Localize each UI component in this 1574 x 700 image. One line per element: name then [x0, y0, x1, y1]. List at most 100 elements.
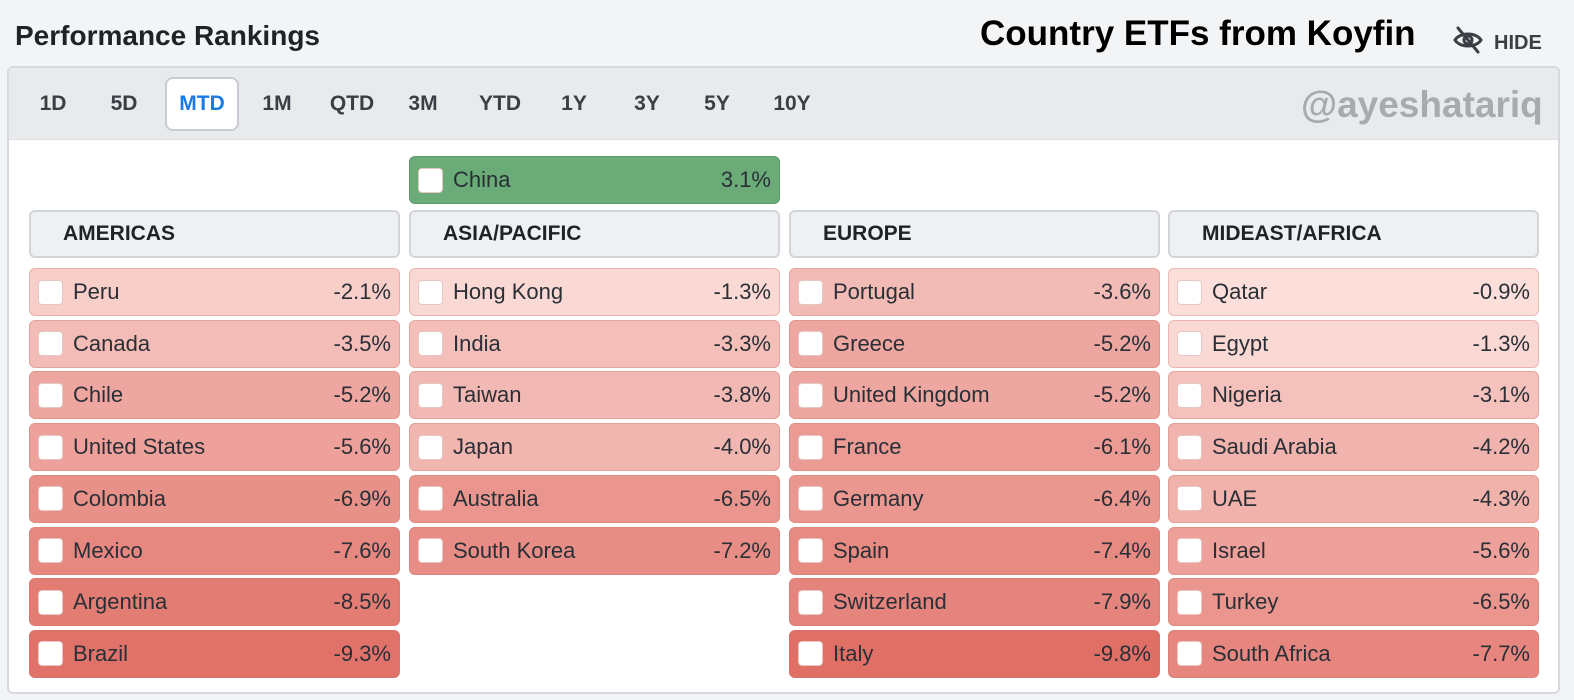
country-name: Italy [833, 640, 874, 666]
tab-5y[interactable]: 5Y [704, 92, 730, 115]
country-row[interactable]: Qatar -0.9% [1168, 268, 1539, 316]
country-row[interactable]: Chile -5.2% [29, 371, 400, 420]
hide-button[interactable]: HIDE [1452, 24, 1542, 62]
country-row[interactable]: Hong Kong -1.3% [409, 268, 780, 316]
country-row[interactable]: Canada -3.5% [29, 319, 400, 368]
country-name: Israel [1212, 537, 1266, 563]
country-row[interactable]: Colombia -6.9% [29, 474, 400, 523]
country-name: Turkey [1212, 589, 1279, 615]
rankings-panel: 1D 5D MTD 1M QTD 3M YTD 1Y 3Y 5Y 10Y @ayeshatariq … [7, 66, 1560, 694]
row-checkbox[interactable] [1177, 538, 1202, 563]
row-checkbox[interactable] [38, 641, 63, 667]
country-row[interactable]: Saudi Arabia -4.2% [1168, 423, 1539, 472]
row-checkbox[interactable] [798, 538, 823, 563]
tab-qtd[interactable]: QTD [329, 92, 375, 115]
country-name: Switzerland [833, 589, 947, 615]
country-name: Colombia [73, 485, 166, 511]
row-checkbox[interactable] [418, 486, 443, 512]
row-checkbox[interactable] [1177, 589, 1202, 615]
row-checkbox[interactable] [1177, 641, 1202, 667]
row-checkbox[interactable] [798, 486, 823, 512]
row-checkbox[interactable] [38, 589, 63, 615]
country-row[interactable]: Taiwan -3.8% [409, 371, 780, 420]
row-checkbox[interactable] [418, 279, 443, 305]
country-row[interactable]: Brazil -9.3% [29, 629, 400, 678]
region-header: ASIA/PACIFIC [409, 210, 780, 258]
row-checkbox[interactable] [798, 434, 823, 460]
row-checkbox[interactable] [38, 538, 63, 563]
row-checkbox[interactable] [1177, 434, 1202, 460]
row-checkbox[interactable] [798, 589, 823, 615]
return-value: -8.5% [333, 589, 391, 615]
country-row[interactable]: South Africa -7.7% [1168, 629, 1539, 678]
row-checkbox[interactable] [38, 279, 63, 305]
tab-10y[interactable]: 10Y [773, 92, 811, 115]
row-checkbox[interactable] [1177, 279, 1202, 305]
row-checkbox[interactable] [418, 538, 443, 563]
tab-3m[interactable]: 3M [408, 92, 438, 115]
country-name: South Korea [453, 537, 576, 563]
tab-ytd[interactable]: YTD [479, 92, 521, 115]
row-checkbox[interactable] [1177, 331, 1202, 357]
country-name: Brazil [73, 640, 129, 666]
country-row[interactable]: Nigeria -3.1% [1168, 371, 1539, 420]
tab-5d[interactable]: 5D [110, 92, 138, 115]
country-row[interactable]: Peru -2.1% [29, 268, 400, 316]
row-checkbox[interactable] [38, 382, 63, 408]
region-header: AMERICAS [29, 210, 400, 258]
country-row[interactable]: United Kingdom -5.2% [789, 371, 1160, 420]
return-value: -1.3% [713, 279, 771, 304]
country-row[interactable]: Mexico -7.6% [29, 526, 400, 575]
country-row[interactable]: United States -5.6% [29, 423, 400, 472]
country-row[interactable]: UAE -4.3% [1168, 474, 1539, 523]
country-row[interactable]: Australia -6.5% [409, 474, 780, 523]
return-value: -9.8% [1093, 640, 1151, 666]
tab-1m[interactable]: 1M [262, 92, 292, 115]
country-row[interactable]: South Korea -7.2% [409, 526, 780, 575]
country-row[interactable]: India -3.3% [409, 319, 780, 368]
region-header: EUROPE [789, 210, 1160, 258]
period-tabbar: 1D 5D MTD 1M QTD 3M YTD 1Y 3Y 5Y 10Y @ayeshatariq [9, 68, 1558, 140]
country-name: Taiwan [453, 382, 522, 408]
country-row[interactable]: Egypt -1.3% [1168, 319, 1539, 368]
overlay-caption: Country ETFs from Koyfin [980, 14, 1416, 53]
return-value: -0.9% [1472, 279, 1530, 304]
row-checkbox[interactable] [1177, 486, 1202, 512]
row-checkbox[interactable] [418, 167, 443, 193]
country-row[interactable]: Turkey -6.5% [1168, 578, 1539, 627]
row-checkbox[interactable] [38, 486, 63, 512]
return-value: -5.6% [1472, 537, 1530, 563]
gainer-row[interactable]: China 3.1% [409, 156, 780, 204]
return-value: -4.3% [1472, 485, 1530, 511]
row-checkbox[interactable] [798, 331, 823, 357]
country-name: Germany [833, 485, 924, 511]
row-checkbox[interactable] [798, 279, 823, 305]
row-checkbox[interactable] [798, 382, 823, 408]
tab-mtd[interactable]: MTD [165, 77, 239, 131]
country-row[interactable]: Germany -6.4% [789, 474, 1160, 523]
country-row[interactable]: Japan -4.0% [409, 423, 780, 472]
tab-3y[interactable]: 3Y [634, 92, 660, 115]
country-row[interactable]: Switzerland -7.9% [789, 578, 1160, 627]
country-row[interactable]: Portugal -3.6% [789, 268, 1160, 316]
tab-1d[interactable]: 1D [39, 92, 67, 115]
country-row[interactable]: Argentina -8.5% [29, 578, 400, 627]
country-row[interactable]: France -6.1% [789, 423, 1160, 472]
return-value: -5.2% [1093, 382, 1151, 408]
country-name: Portugal [833, 279, 915, 304]
row-checkbox[interactable] [1177, 382, 1202, 408]
row-checkbox[interactable] [798, 641, 823, 667]
row-checkbox[interactable] [38, 434, 63, 460]
country-row[interactable]: Israel -5.6% [1168, 526, 1539, 575]
return-value: -7.4% [1093, 537, 1151, 563]
row-checkbox[interactable] [418, 382, 443, 408]
row-checkbox[interactable] [38, 331, 63, 357]
country-row[interactable]: Greece -5.2% [789, 319, 1160, 368]
country-row[interactable]: Spain -7.4% [789, 526, 1160, 575]
country-row[interactable]: Italy -9.8% [789, 629, 1160, 678]
tab-1y[interactable]: 1Y [561, 92, 587, 115]
return-value: -7.2% [713, 537, 771, 563]
row-checkbox[interactable] [418, 331, 443, 357]
return-value: -4.0% [713, 434, 771, 460]
row-checkbox[interactable] [418, 434, 443, 460]
